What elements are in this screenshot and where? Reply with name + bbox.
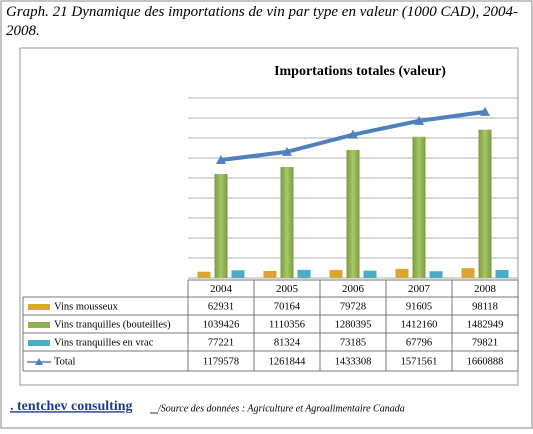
legend-key <box>28 304 50 310</box>
legend-label: Vins mousseux <box>54 301 119 312</box>
legend-label: Total <box>54 356 76 367</box>
bar <box>412 136 426 278</box>
table-value: 1482949 <box>467 319 504 330</box>
table-value: 91605 <box>406 301 432 312</box>
chart-title: Importations totales (valeur) <box>274 64 446 79</box>
table-value: 1571561 <box>401 356 438 367</box>
bar <box>197 271 211 278</box>
table-value: 1179578 <box>203 356 239 367</box>
table-value: 1412160 <box>401 319 438 330</box>
bar <box>297 269 311 278</box>
table-value: 79821 <box>472 337 498 348</box>
table-value: 62931 <box>208 301 234 312</box>
table-value: 1261844 <box>269 356 307 367</box>
x-tick-label: 2008 <box>474 283 497 295</box>
legend-label: Vins tranquilles en vrac <box>54 337 154 348</box>
table-value: 1433308 <box>335 356 372 367</box>
table-value: 73185 <box>340 337 366 348</box>
total-marker <box>414 115 424 125</box>
bar <box>363 270 377 278</box>
bar <box>214 174 228 278</box>
x-tick-label: 2007 <box>408 283 431 295</box>
bar <box>329 270 343 278</box>
bar <box>263 270 277 278</box>
caption: Graph. 21 Dynamique des importations de … <box>6 4 519 39</box>
brand: . tentchev consulting <box>10 399 133 414</box>
table-value: 70164 <box>274 301 301 312</box>
bar <box>231 270 245 278</box>
bar <box>495 270 509 278</box>
legend-key <box>28 340 50 346</box>
legend-key <box>28 322 50 328</box>
total-marker <box>216 155 226 165</box>
table-value: 79728 <box>340 301 366 312</box>
source: /Source des données : Agriculture et Agr… <box>157 403 405 414</box>
bar <box>429 271 443 278</box>
table-value: 1039426 <box>203 319 240 330</box>
total-marker <box>348 129 358 139</box>
legend-label: Vins tranquilles (bouteilles) <box>54 319 171 330</box>
caption-box: Graph. 21 Dynamique des importations de … <box>6 4 519 39</box>
chart-frame <box>19 47 519 386</box>
x-tick-label: 2005 <box>276 283 299 295</box>
table-value: 1660888 <box>467 356 504 367</box>
table-value: 1110356 <box>269 319 305 330</box>
x-tick-label: 2004 <box>210 283 233 295</box>
table-value: 77221 <box>208 337 234 348</box>
bar <box>461 268 475 278</box>
bar <box>395 268 409 278</box>
table-value: 98118 <box>472 301 498 312</box>
table-value: 67796 <box>406 337 432 348</box>
bar <box>346 149 360 278</box>
bar <box>280 166 294 278</box>
x-tick-label: 2006 <box>342 283 365 295</box>
bar <box>478 129 492 278</box>
table-value: 81324 <box>274 337 301 348</box>
legend-key <box>35 358 43 365</box>
table-value: 1280395 <box>335 319 372 330</box>
total-marker <box>282 146 292 156</box>
total-marker <box>480 106 490 116</box>
